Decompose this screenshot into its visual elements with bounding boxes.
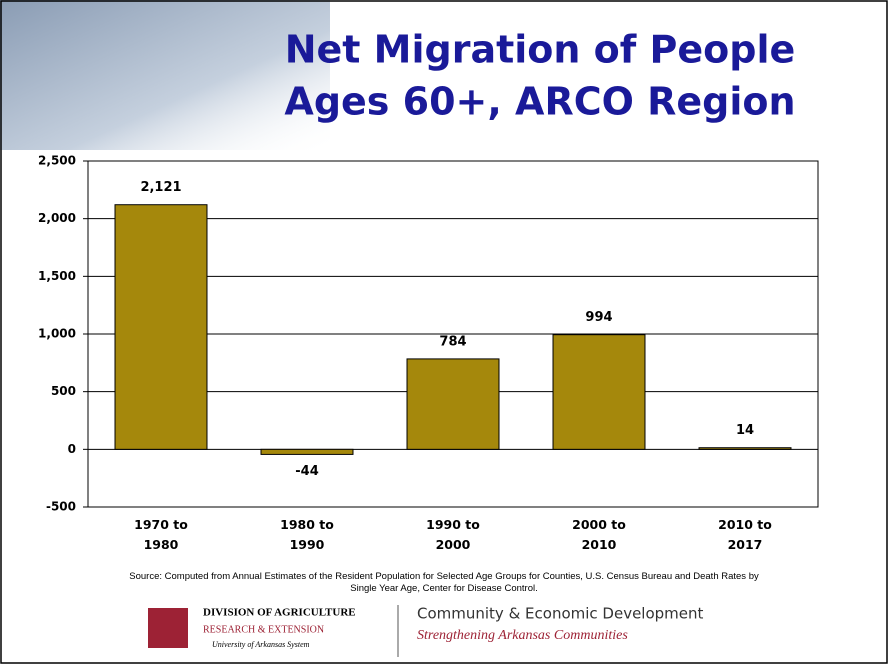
logo-text: DIVISION OF AGRICULTURE [203, 607, 356, 619]
x-tick-label: 1970 to 1980 [134, 517, 188, 552]
y-tick-label: -500 [46, 500, 76, 514]
y-tick-label: 2,000 [38, 211, 76, 225]
value-label: 784 [439, 334, 466, 349]
y-tick-label: 2,500 [38, 154, 76, 168]
value-label: 994 [585, 310, 612, 325]
x-tick-label: 1990 to 2000 [426, 517, 480, 552]
unit-name: Community & Economic Development [417, 605, 704, 623]
x-tick-label: 1980 to 1990 [280, 517, 334, 552]
bar [260, 448, 354, 455]
logo-text: University of Arkansas System [212, 640, 310, 649]
y-tick-label: 0 [68, 442, 76, 456]
x-tick-label: 2000 to 2010 [572, 517, 626, 552]
title-line: Ages 60+, ARCO Region [284, 80, 795, 124]
bar [552, 334, 646, 450]
x-tick-label: 2010 to 2017 [718, 517, 772, 552]
y-tick-label: 1,500 [38, 269, 76, 283]
tagline: Strengthening Arkansas Communities [417, 628, 628, 643]
bar [698, 447, 792, 450]
logo-text: RESEARCH & EXTENSION [203, 624, 324, 635]
title-line: Net Migration of People [285, 28, 796, 72]
y-tick-label: 500 [51, 384, 76, 398]
y-tick-label: 1,000 [38, 327, 76, 341]
value-label: -44 [295, 464, 319, 479]
source-note: Source: Computed from Annual Estimates o… [129, 571, 759, 594]
bar [406, 358, 500, 450]
header-image [0, 0, 330, 150]
value-label: 14 [736, 423, 754, 438]
bar [114, 204, 208, 450]
value-label: 2,121 [140, 180, 181, 195]
logo-mark [148, 608, 188, 648]
